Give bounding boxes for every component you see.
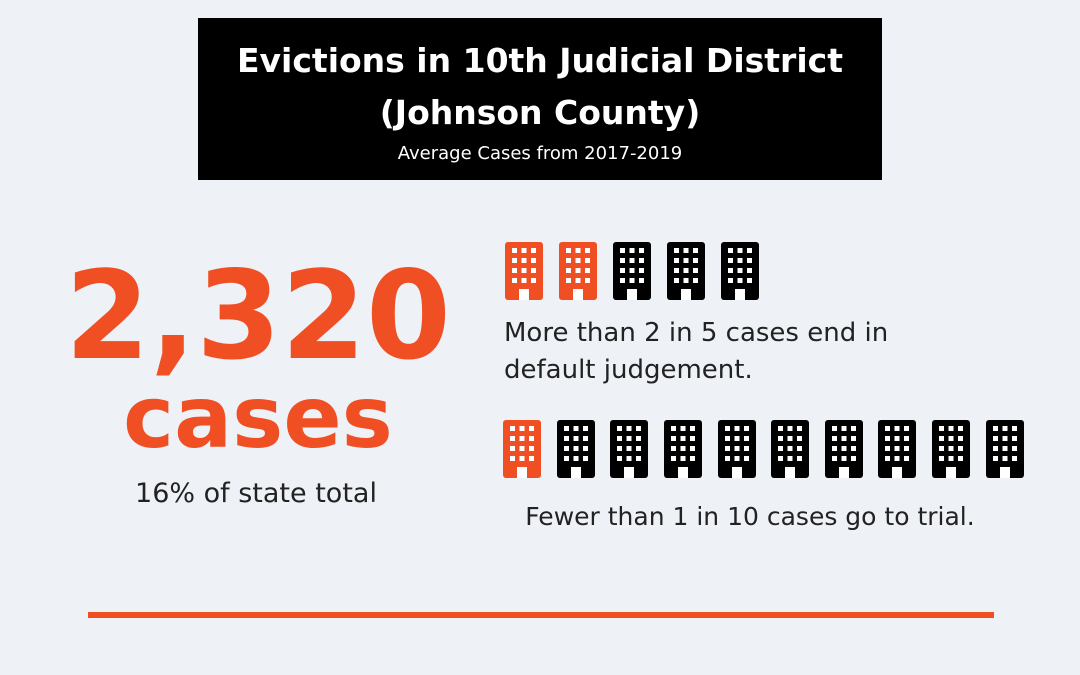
icon-row [503, 420, 1024, 478]
title: Evictions in 10th Judicial District [237, 41, 843, 80]
fact-text: More than 2 in 5 cases end in [504, 318, 888, 348]
divider [88, 612, 994, 618]
subtitle: Average Cases from 2017-2019 [398, 143, 683, 164]
header-box [198, 18, 882, 180]
fact-text: Fewer than 1 in 10 cases go to trial. [525, 502, 974, 531]
stat-note: 16% of state total [135, 478, 377, 509]
big-unit: cases [123, 368, 393, 468]
icon-row [505, 242, 759, 300]
title: (Johnson County) [380, 93, 701, 132]
big-number: 2,320 [65, 245, 451, 387]
fact-text: default judgement. [504, 355, 753, 385]
